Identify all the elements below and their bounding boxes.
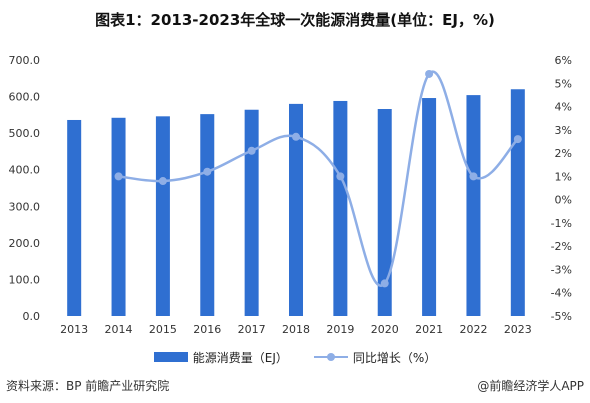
x-tick-label: 2022: [459, 323, 487, 336]
x-tick-label: 2023: [504, 323, 532, 336]
y-right-tick-label: 0%: [555, 194, 572, 207]
x-tick-label: 2017: [238, 323, 266, 336]
chart-title: 图表1：2013-2023年全球一次能源消费量(单位：EJ，%): [95, 11, 495, 29]
x-tick-label: 2020: [371, 323, 399, 336]
growth-point-2015: [158, 177, 167, 186]
bar-2013: [67, 119, 82, 316]
y-right-tick-label: -5%: [551, 310, 572, 323]
growth-point-2014: [114, 172, 123, 181]
chart-plot: 0.0 100.0 200.0 300.0 400.0 500.0 600.0 700.0 -…: [9, 54, 573, 336]
legend-line-swatch: [313, 352, 348, 362]
legend-label-growth: 同比增长（%）: [352, 350, 437, 365]
growth-point-2020: [380, 279, 389, 288]
y-left-tick-label: 200.0: [9, 237, 41, 250]
growth-line: [118, 70, 519, 287]
bar-2014: [111, 117, 126, 316]
legend: 能源消费量（EJ） 同比增长（%）: [0, 347, 590, 367]
growth-point-2018: [292, 132, 300, 141]
x-tick-label: 2018: [282, 323, 310, 336]
y-left-tick-label: 700.0: [9, 54, 41, 67]
bar-2022: [466, 95, 481, 316]
bar-2020: [377, 109, 392, 317]
bar-2017: [244, 109, 259, 316]
y-right-tick-label: -1%: [551, 217, 572, 230]
legend-item-growth: 同比增长（%）: [313, 349, 437, 366]
bar-2015: [155, 116, 170, 316]
y-right-tick-label: -2%: [551, 240, 572, 253]
x-tick-label: 2014: [105, 323, 133, 336]
growth-point-2016: [203, 167, 212, 176]
legend-label-consumption: 能源消费量（EJ）: [192, 350, 288, 365]
y-right-tick-label: 3%: [555, 124, 572, 137]
bar-2019: [333, 100, 348, 317]
x-tick-label: 2019: [326, 323, 354, 336]
bar-2021: [422, 98, 437, 316]
brand-credit: @前瞻经济学人APP: [477, 379, 584, 393]
y-right-tick-label: 2%: [555, 147, 572, 160]
y-right-tick-label: 1%: [555, 170, 572, 183]
bar-2016: [200, 114, 215, 316]
y-left-tick-label: 400.0: [9, 164, 41, 177]
x-tick-label: 2016: [193, 323, 221, 336]
y-left-tick-label: 300.0: [9, 200, 41, 213]
x-tick-label: 2021: [415, 323, 443, 336]
y-right-tick-label: -3%: [551, 263, 572, 276]
growth-point-2023: [513, 135, 522, 144]
bar-2018: [289, 103, 303, 316]
growth-point-2022: [469, 172, 478, 181]
bar-2023: [510, 89, 525, 316]
source-note: 资料来源：BP 前瞻产业研究院: [6, 379, 170, 393]
growth-point-2017: [247, 146, 256, 155]
y-left-tick-label: 600.0: [9, 91, 41, 104]
growth-point-2019: [336, 172, 345, 181]
y-right-tick-label: 4%: [555, 101, 572, 114]
y-right-tick-label: 6%: [555, 54, 572, 67]
y-left-tick-label: 100.0: [9, 273, 41, 286]
y-left-tick-label: 0.0: [23, 310, 41, 323]
legend-item-consumption: 能源消费量（EJ）: [153, 349, 288, 366]
x-tick-label: 2015: [149, 323, 177, 336]
legend-bar-swatch: [153, 352, 188, 362]
y-right-tick-label: 5%: [555, 77, 572, 90]
y-right-tick-label: -4%: [551, 287, 572, 300]
y-left-tick-label: 500.0: [9, 127, 41, 140]
growth-point-2021: [425, 69, 434, 78]
x-tick-label: 2013: [60, 323, 88, 336]
